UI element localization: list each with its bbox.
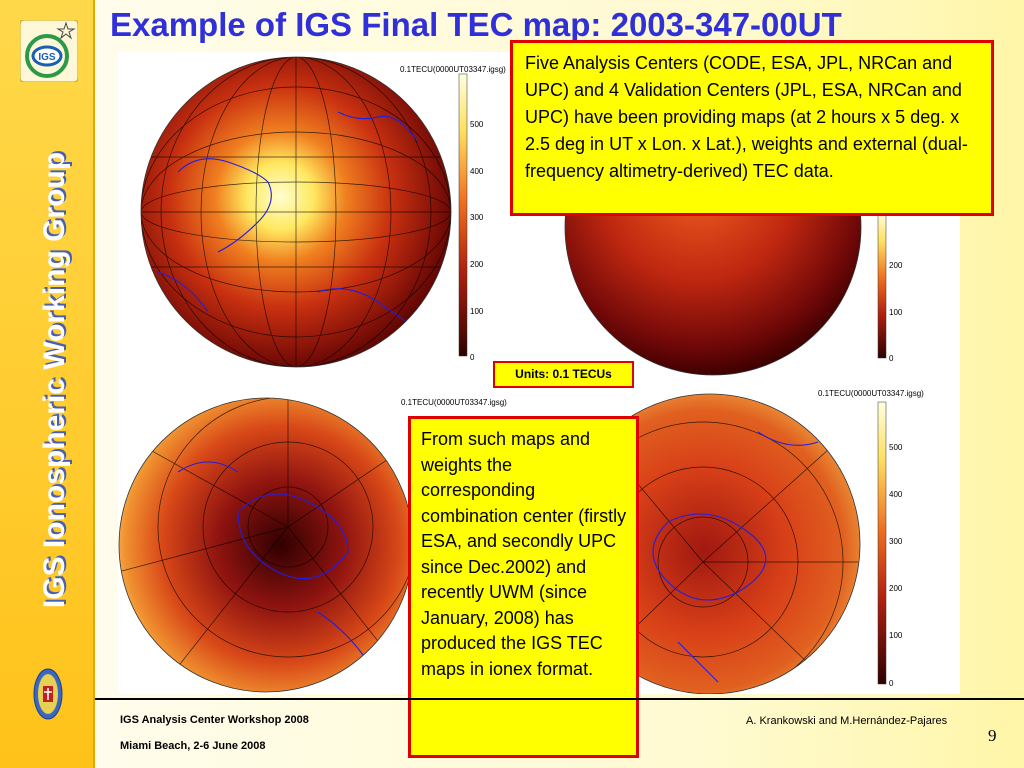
callout-analysis-centers: Five Analysis Centers (CODE, ESA, JPL, N… <box>510 40 994 216</box>
colorbar-1-tick: 400 <box>470 167 484 176</box>
colorbar-2-tick: 100 <box>889 308 903 317</box>
map-3-label: 0.1TECU(0000UT03347.igsg) <box>401 398 507 407</box>
colorbar-1-tick: 200 <box>470 260 484 269</box>
colorbar-top-left: 500 400 300 200 100 0 <box>458 73 484 362</box>
sidebar-title: IGS Ionospheric Working Group <box>38 151 71 609</box>
colorbar-4-tick: 300 <box>889 537 903 546</box>
tec-map-top-left <box>140 56 452 368</box>
footer-workshop: IGS Analysis Center Workshop 2008 <box>120 714 309 726</box>
colorbar-4-tick: 500 <box>889 443 903 452</box>
colorbar-4-tick: 200 <box>889 584 903 593</box>
map-4-label: 0.1TECU(0000UT03347.igsg) <box>818 389 924 398</box>
colorbar-4-tick: 100 <box>889 631 903 640</box>
colorbar-1-tick: 500 <box>470 120 484 129</box>
seal-logo <box>33 668 63 720</box>
colorbar-2-tick: 200 <box>889 261 903 270</box>
sidebar <box>0 0 93 768</box>
colorbar-2-tick: 0 <box>889 354 894 363</box>
page-title: Example of IGS Final TEC map: 2003-347-0… <box>110 6 842 43</box>
footer-divider <box>95 698 1024 700</box>
tec-map-bottom-left <box>118 397 414 693</box>
svg-text:IGS: IGS <box>38 52 56 63</box>
footer-authors: A. Krankowski and M.Hernández-Pajares <box>746 715 948 727</box>
units-label: Units: 0.1 TECUs <box>493 361 634 388</box>
colorbar-4-tick: 0 <box>889 679 894 688</box>
colorbar-1-tick: 300 <box>470 213 484 222</box>
callout-combination-center: From such maps and weights the correspon… <box>408 416 639 758</box>
colorbar-bottom-right: 500 400 300 200 100 0 <box>877 401 903 688</box>
page-number: 9 <box>988 726 997 745</box>
sidebar-divider <box>93 0 95 768</box>
map-1-label: 0.1TECU(0000UT03347.igsg) <box>400 65 506 74</box>
colorbar-1-tick: 100 <box>470 307 484 316</box>
colorbar-4-tick: 400 <box>889 490 903 499</box>
colorbar-1-tick: 0 <box>470 353 475 362</box>
colorbar-top-right: 200 100 0 <box>877 211 903 363</box>
footer-location: Miami Beach, 2-6 June 2008 <box>120 740 266 752</box>
igs-logo: IGS <box>20 20 78 82</box>
